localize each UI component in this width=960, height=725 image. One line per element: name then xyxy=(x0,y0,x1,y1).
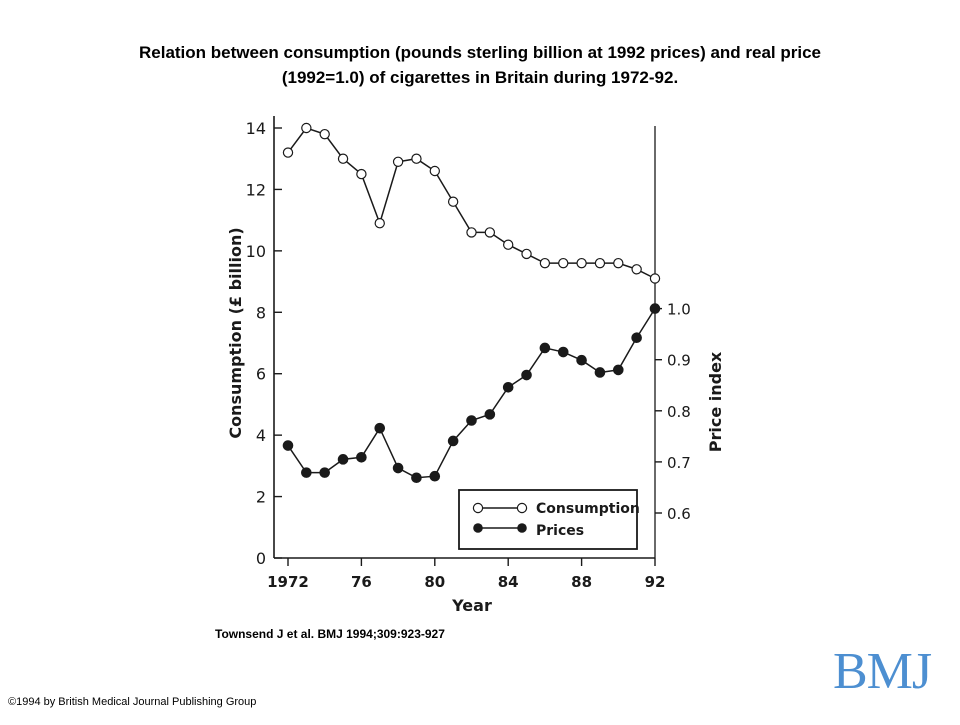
slide-title-line1: Relation between consumption (pounds ste… xyxy=(138,43,822,62)
consumption-point xyxy=(539,257,551,269)
y-left-tick-label: 2 xyxy=(256,488,266,507)
y-axis-right-title: Price index xyxy=(706,351,725,452)
consumption-point xyxy=(576,257,587,269)
x-axis-title: Year xyxy=(451,596,492,615)
slide-title-line2: (1992=1.0) of cigarettes in Britain duri… xyxy=(281,68,679,87)
x-tick-label: 80 xyxy=(424,573,445,591)
consumption-point xyxy=(631,264,642,275)
prices-point xyxy=(557,346,569,358)
consumption-point xyxy=(282,147,294,158)
consumption-point xyxy=(521,248,532,260)
prices-point xyxy=(484,409,496,420)
bmj-logo: BMJ xyxy=(833,643,932,700)
prices-point xyxy=(594,367,606,378)
prices-point xyxy=(502,381,514,393)
y-left-tick-label: 12 xyxy=(246,180,266,199)
prices-point xyxy=(613,364,624,376)
legend-consumption-marker xyxy=(516,502,528,514)
prices-point xyxy=(411,472,422,484)
y-right-tick-label: 0.9 xyxy=(667,352,691,370)
prices-point xyxy=(374,422,386,434)
legend-consumption-marker xyxy=(472,502,484,514)
consumption-point xyxy=(392,156,404,167)
y-right-tick-label: 1.0 xyxy=(667,301,691,319)
prices-point xyxy=(319,467,331,478)
x-tick-label: 92 xyxy=(645,573,666,591)
y-left-tick-label: 6 xyxy=(256,365,266,384)
prices-point xyxy=(356,452,367,463)
x-tick-label: 84 xyxy=(498,573,519,591)
consumption-point xyxy=(374,218,385,229)
legend-consumption-label: Consumption xyxy=(536,501,640,517)
y-left-tick-label: 14 xyxy=(246,119,266,138)
consumption-point xyxy=(558,257,569,269)
consumption-point xyxy=(356,168,367,180)
x-tick-label: 1972 xyxy=(267,573,309,591)
prices-point xyxy=(392,462,404,474)
prices-point xyxy=(466,415,477,426)
y-right-tick-label: 0.7 xyxy=(667,454,691,472)
y-left-tick-label: 10 xyxy=(246,242,266,261)
consumption-point xyxy=(649,273,661,284)
y-left-tick-label: 0 xyxy=(256,549,266,568)
prices-point xyxy=(539,342,551,354)
y-axis-left-title: Consumption (£ billion) xyxy=(226,227,245,438)
consumption-point xyxy=(594,257,606,269)
consumption-line xyxy=(287,127,656,280)
y-left-tick-label: 8 xyxy=(256,303,266,322)
y-left-tick-label: 4 xyxy=(256,426,266,445)
prices-point xyxy=(282,440,294,451)
consumption-point xyxy=(301,122,312,134)
consumption-point xyxy=(466,227,477,238)
prices-point xyxy=(521,369,532,381)
legend-prices-label: Prices xyxy=(536,523,584,539)
consumption-point xyxy=(503,239,514,250)
y-right-tick-label: 0.8 xyxy=(667,403,691,421)
prices-point xyxy=(337,454,349,465)
prices-point xyxy=(649,303,661,314)
prices-line xyxy=(287,308,656,479)
prices-point xyxy=(631,332,642,344)
prices-point xyxy=(576,354,587,366)
legend-prices-marker xyxy=(517,523,527,533)
prices-point xyxy=(429,470,441,482)
consumption-point xyxy=(411,153,422,164)
slide-title: Relation between consumption (pounds ste… xyxy=(60,40,900,90)
x-tick-label: 76 xyxy=(351,573,372,591)
consumption-point xyxy=(484,227,496,238)
consumption-point xyxy=(337,153,349,164)
y-right-tick-label: 0.6 xyxy=(667,505,691,523)
prices-point xyxy=(447,435,459,447)
consumption-point xyxy=(447,196,459,207)
consumption-point xyxy=(319,128,330,140)
x-tick-label: 88 xyxy=(571,573,592,591)
copyright-notice: ©1994 by British Medical Journal Publish… xyxy=(8,696,257,708)
consumption-point xyxy=(613,257,624,269)
consumption-point xyxy=(429,165,440,177)
legend-box xyxy=(458,489,638,550)
legend-prices-marker xyxy=(473,523,483,533)
citation: Townsend J et al. BMJ 1994;309:923-927 xyxy=(215,627,445,641)
prices-point xyxy=(301,467,312,478)
